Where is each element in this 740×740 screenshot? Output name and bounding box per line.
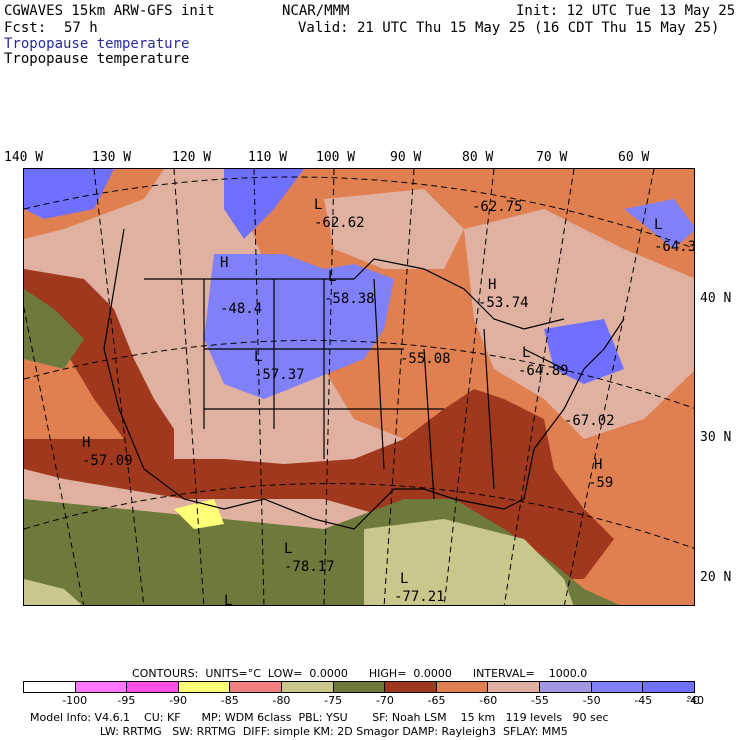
high-value-12: -59 xyxy=(588,475,613,491)
latitude-label-40n: 40 N xyxy=(700,291,732,306)
low-marker-3: L xyxy=(654,217,662,233)
contours-info: CONTOURS: UNITS=°C LOW= 0.0000 HIGH= 0.0… xyxy=(132,667,588,680)
low-marker-7: L xyxy=(254,349,262,365)
low-marker-1: L xyxy=(314,197,322,213)
low-value-7: -57.37 xyxy=(254,367,305,383)
color-swatch-6 xyxy=(333,682,386,692)
color-swatch-3 xyxy=(178,682,231,692)
longitude-label-70w: 70 W xyxy=(536,150,568,165)
color-tick-label: -40 xyxy=(686,694,704,707)
color-tick-label: -50 xyxy=(582,694,601,707)
contour-value-8: -55.08 xyxy=(400,351,451,367)
low-marker-13: L xyxy=(284,541,292,557)
color-tick-label: -80 xyxy=(272,694,291,707)
low-marker-9: L xyxy=(522,345,530,361)
model-title: CGWAVES 15km ARW-GFS init xyxy=(4,3,215,19)
longitude-label-100w: 100 W xyxy=(316,150,356,165)
tropopause-temperature-map: L -62.62 -62.75 L -64.3 H -48.4 L -58.38… xyxy=(23,168,695,606)
organization-label: NCAR/MMM xyxy=(282,3,350,19)
longitude-label-110w: 110 W xyxy=(248,150,288,165)
low-marker-14: L xyxy=(400,571,408,587)
longitude-label-130w: 130 W xyxy=(92,150,132,165)
color-tick-label: -55 xyxy=(530,694,549,707)
color-tick-label: -45 xyxy=(634,694,653,707)
region-minus-75-southwest xyxy=(24,579,82,605)
high-value-11: -57.09 xyxy=(82,453,133,469)
high-marker-11: H xyxy=(82,435,90,451)
color-tick-label: °C xyxy=(686,694,700,707)
graticule-lines xyxy=(24,169,694,605)
color-tick-label: -65 xyxy=(427,694,446,707)
color-scale-ticks: -100 -95 -90 -85 -80 -75 -70 -65 -60 -55 -50 -45 -40… xyxy=(0,694,740,708)
color-swatch-4 xyxy=(230,682,283,692)
low-value-5: -58.38 xyxy=(324,291,375,307)
latitude-label-30n: 30 N xyxy=(700,430,732,445)
high-marker-6: H xyxy=(488,277,496,293)
valid-time: Valid: 21 UTC Thu 15 May 25 (16 CDT Thu … xyxy=(298,20,720,36)
color-swatch-8 xyxy=(436,682,489,692)
field-title-colored: Tropopause temperature xyxy=(4,36,190,52)
longitude-label-60w: 60 W xyxy=(618,150,650,165)
color-swatch-1 xyxy=(75,682,128,692)
high-value-6: -53.74 xyxy=(478,295,529,311)
color-tick-label: -85 xyxy=(220,694,239,707)
high-value-4: -48.4 xyxy=(220,301,262,317)
forecast-hours: 57 h xyxy=(64,20,98,36)
color-tick-label: -95 xyxy=(117,694,136,707)
color-tick-label: -90 xyxy=(169,694,188,707)
low-value-9: -64.89 xyxy=(518,363,569,379)
coastlines-and-borders xyxy=(103,228,625,530)
region-minus-75-gulf xyxy=(364,519,574,605)
model-info-line-2: LW: RRTMG SW: RRTMG DIFF: simple KM: 2D … xyxy=(30,725,568,738)
region-minus-45-northwest xyxy=(24,169,114,219)
color-swatch-10 xyxy=(540,682,592,692)
color-swatch-2 xyxy=(127,682,179,692)
low-value-1: -62.62 xyxy=(314,215,365,231)
color-tick-label: -75 xyxy=(324,694,343,707)
color-scale-bar xyxy=(23,681,695,693)
low-marker-5: L xyxy=(328,269,336,285)
color-tick-label: -70 xyxy=(375,694,394,707)
low-value-3: -64.3 xyxy=(654,239,695,255)
init-time: Init: 12 UTC Tue 13 May 25 xyxy=(516,3,736,19)
region-minus-45-central xyxy=(204,254,394,399)
color-tick-label: -100 xyxy=(62,694,88,707)
region-minus-70-pacific-north xyxy=(24,289,84,369)
color-swatch-9 xyxy=(488,682,541,692)
region-minus-45-atlantic xyxy=(624,199,694,249)
region-minus-45-east-coast xyxy=(544,319,624,384)
contour-value-2: -62.75 xyxy=(472,199,523,215)
latitude-label-20n: 20 N xyxy=(700,570,732,585)
color-tick-label: -60 xyxy=(479,694,498,707)
longitude-label-140w: 140 W xyxy=(4,150,44,165)
longitude-label-90w: 90 W xyxy=(390,150,422,165)
color-swatch-0 xyxy=(24,682,76,692)
forecast-label: Fcst: xyxy=(4,20,47,36)
map-canvas: L -62.62 -62.75 L -64.3 H -48.4 L -58.38… xyxy=(24,169,695,606)
low-value-14: -77.21 xyxy=(394,589,445,605)
region-minus-55-north-central xyxy=(324,189,464,269)
low-value-13: -78.17 xyxy=(284,559,335,575)
contour-value-10: -67.02 xyxy=(564,413,615,429)
longitude-label-80w: 80 W xyxy=(462,150,494,165)
color-swatch-11 xyxy=(591,682,644,692)
field-title-contour: Tropopause temperature xyxy=(4,51,190,67)
color-swatch-5 xyxy=(282,682,334,692)
region-minus-85-patch xyxy=(174,499,224,529)
high-marker-12: H xyxy=(594,457,602,473)
longitude-label-120w: 120 W xyxy=(172,150,212,165)
color-swatch-7 xyxy=(385,682,437,692)
low-marker-15: L xyxy=(224,593,232,606)
model-info-line-1: Model Info: V4.6.1 CU: KF MP: WDM 6class… xyxy=(30,711,609,724)
high-marker-4: H xyxy=(220,255,228,271)
color-swatch-12 xyxy=(643,682,694,692)
region-minus-45-north xyxy=(224,169,304,239)
